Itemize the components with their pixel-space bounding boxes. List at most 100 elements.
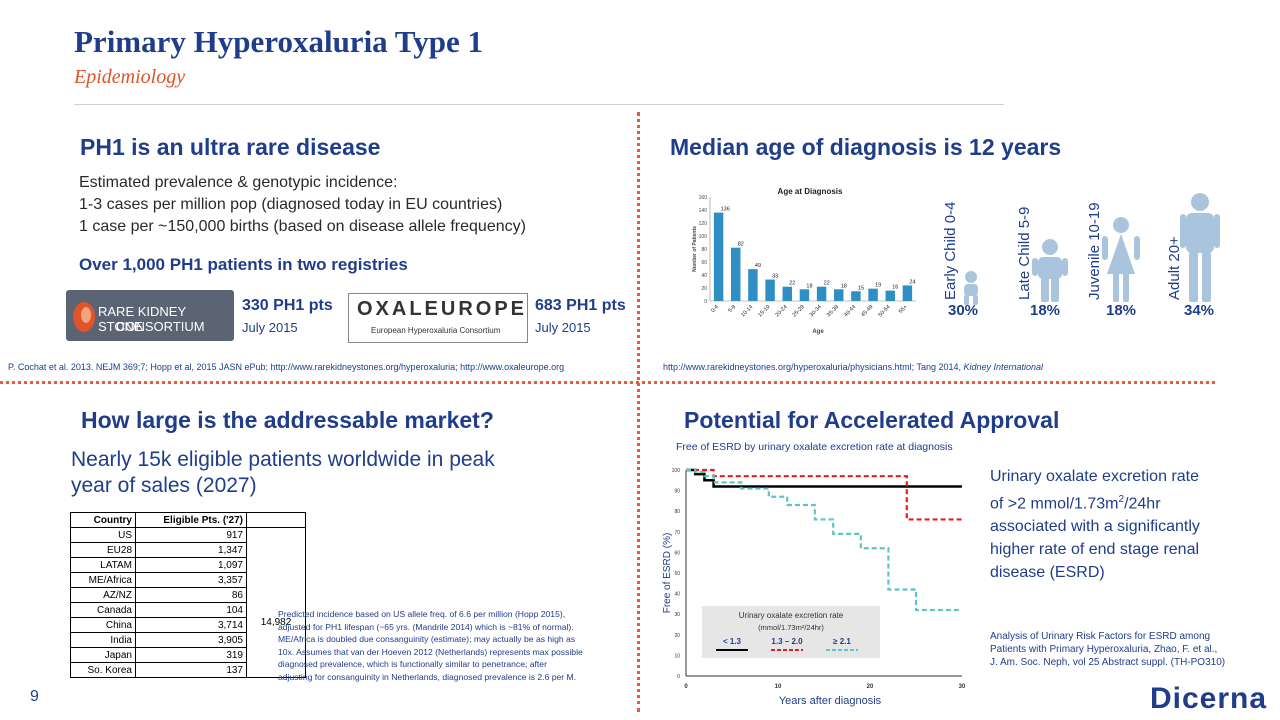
group-pct-late-child: 18% [1030, 302, 1061, 319]
q2-reference: http://www.rarekidneystones.org/hyperoxa… [663, 362, 1043, 372]
y-tick-label: 70 [674, 530, 680, 536]
desc-line: associated with a significantly [990, 518, 1200, 536]
oxal-date: July 2015 [535, 320, 591, 335]
x-tick-label: 30-34 [809, 304, 823, 318]
country-cell: EU28 [70, 542, 136, 558]
country-cell: India [70, 632, 136, 648]
table-header-row: Country Eligible Pts. ('27) [70, 512, 306, 528]
desc-line: Urinary oxalate excretion rate [990, 468, 1199, 485]
rks-patient-count: 330 PH1 pts [242, 297, 333, 314]
rks-logo-line1: RARE KIDNEY STONE [98, 304, 186, 334]
y-tick-label: 20 [674, 633, 680, 639]
group-label-juvenile: Juvenile 10-19 [1086, 202, 1103, 300]
eligible-cell: 137 [135, 662, 247, 678]
y-axis-label: Number of Patients [692, 226, 698, 272]
series-line-2 [686, 468, 962, 521]
ref-line: Patients with Primary Hyperoxaluria, Zha… [990, 644, 1218, 655]
x-tick-label: 40-44 [843, 304, 857, 318]
table-row: US 917 14,982 [70, 527, 306, 678]
chart-title: Age at Diagnosis [778, 187, 843, 196]
desc-text: of >2 mmol/1.73m [990, 495, 1119, 513]
bar [748, 269, 758, 301]
y-tick-label: 80 [701, 247, 707, 253]
child-icon [1032, 239, 1068, 302]
legend-entry-label: 1.3 – 2.0 [771, 637, 803, 646]
prevalence-intro: Estimated prevalence & genotypic inciden… [79, 174, 398, 191]
desc-line: of >2 mmol/1.73m2/24hr [990, 488, 1200, 515]
approval-description: Urinary oxalate excretion rate of >2 mmo… [990, 465, 1200, 584]
country-cell: ME/Africa [70, 572, 136, 588]
bar [713, 212, 724, 301]
market-lead-line2: year of sales (2027) [71, 474, 257, 497]
esrd-free-survival-chart: Free of ESRD by urinary oxalate excretio… [662, 441, 966, 707]
bar [834, 289, 844, 301]
country-cell: Japan [70, 647, 136, 663]
y-tick-label: 0 [704, 299, 707, 305]
bar-value-label: 19 [875, 283, 881, 289]
age-at-diagnosis-chart: Age at Diagnosis 0 20 40 60 80 100 120 140 160 Num… [692, 187, 916, 335]
country-cell: China [70, 617, 136, 633]
desc-text-end: /24hr [1124, 495, 1161, 513]
x-tick-label: 10 [775, 684, 782, 690]
col-header-country: Country [70, 512, 136, 528]
x-tick-label: 0 [684, 684, 688, 690]
y-axis-label: Free of ESRD (%) [662, 533, 673, 614]
series-line-1 [686, 468, 962, 488]
y-tick-label: 60 [674, 550, 680, 556]
table-row: So. Korea 137 [70, 662, 306, 678]
x-tick-label: 25-29 [792, 304, 806, 318]
age-groups: Early Child 0-4 30% Late Child 5-9 18% J… [940, 182, 1220, 322]
y-tick-label: 140 [699, 208, 708, 214]
bar-value-label: 33 [772, 274, 778, 280]
col-header-total [246, 512, 306, 528]
country-cell: So. Korea [70, 662, 136, 678]
y-tick-label: 40 [674, 592, 680, 598]
y-tick-label: 90 [674, 489, 680, 495]
total-cell: 14,982 [246, 527, 306, 678]
eligible-patients-table: Country Eligible Pts. ('27) US 917 14,982 E… [70, 512, 306, 678]
table-row: Japan 319 [70, 647, 306, 663]
note-line: Predicted incidence based on US allele f… [278, 609, 566, 619]
rks-logo-line2: CONSORTIUM [116, 319, 205, 334]
y-tick-label: 10 [674, 653, 680, 659]
note-line: ME/Africa is doubled due consanguinity (… [278, 634, 576, 645]
bar-value-label: 136 [721, 207, 730, 213]
page-number: 9 [30, 688, 39, 705]
market-lead-line1: Nearly 15k eligible patients worldwide i… [71, 448, 495, 471]
y-tick-label: 160 [699, 195, 708, 201]
horizontal-divider [0, 381, 1215, 384]
bar-value-label: 24 [909, 279, 915, 285]
oxal-logo-sub: European Hyperoxaluria Consortium [371, 326, 501, 335]
group-label-late-child: Late Child 5-9 [1016, 206, 1033, 300]
y-tick-label: 100 [699, 234, 708, 240]
y-tick-label: 120 [699, 221, 708, 227]
bar [851, 291, 861, 301]
bar-value-label: 49 [755, 263, 761, 269]
x-tick-label: 0-4 [710, 304, 720, 314]
oxal-patient-count: 683 PH1 pts [535, 297, 626, 314]
q2-reference-text: http://www.rarekidneystones.org/hyperoxa… [663, 362, 964, 372]
slide-title: Primary Hyperoxaluria Type 1 [74, 24, 483, 59]
slide-subtitle: Epidemiology [74, 66, 186, 88]
eligible-cell: 917 [135, 527, 247, 543]
bar-value-label: 82 [738, 242, 744, 248]
x-tick-label: 50-54 [877, 304, 891, 318]
q2-reference-journal: Kidney International [963, 362, 1044, 372]
bar [868, 288, 878, 301]
group-pct-juvenile: 18% [1106, 302, 1137, 319]
y-tick-label: 40 [701, 273, 707, 279]
rare-kidney-stone-logo: RARE KIDNEY STONE CONSORTIUM [66, 290, 234, 341]
eligible-cell: 104 [135, 602, 247, 618]
table-row: LATAM 1,097 [70, 557, 306, 573]
dicerna-logo: Dicerna [1150, 682, 1268, 715]
approval-reference: Analysis of Urinary Risk Factors for ESR… [990, 630, 1225, 669]
adult-icon [1180, 193, 1220, 302]
bar [731, 247, 741, 301]
rks-date: July 2015 [242, 320, 298, 335]
x-tick-label: 35-39 [826, 304, 840, 318]
infant-icon [964, 271, 978, 305]
bar-value-label: 18 [841, 283, 847, 289]
market-heading: How large is the addressable market? [81, 407, 494, 433]
ph1-rare-heading: PH1 is an ultra rare disease [80, 134, 381, 160]
country-cell: AZ/NZ [70, 587, 136, 603]
